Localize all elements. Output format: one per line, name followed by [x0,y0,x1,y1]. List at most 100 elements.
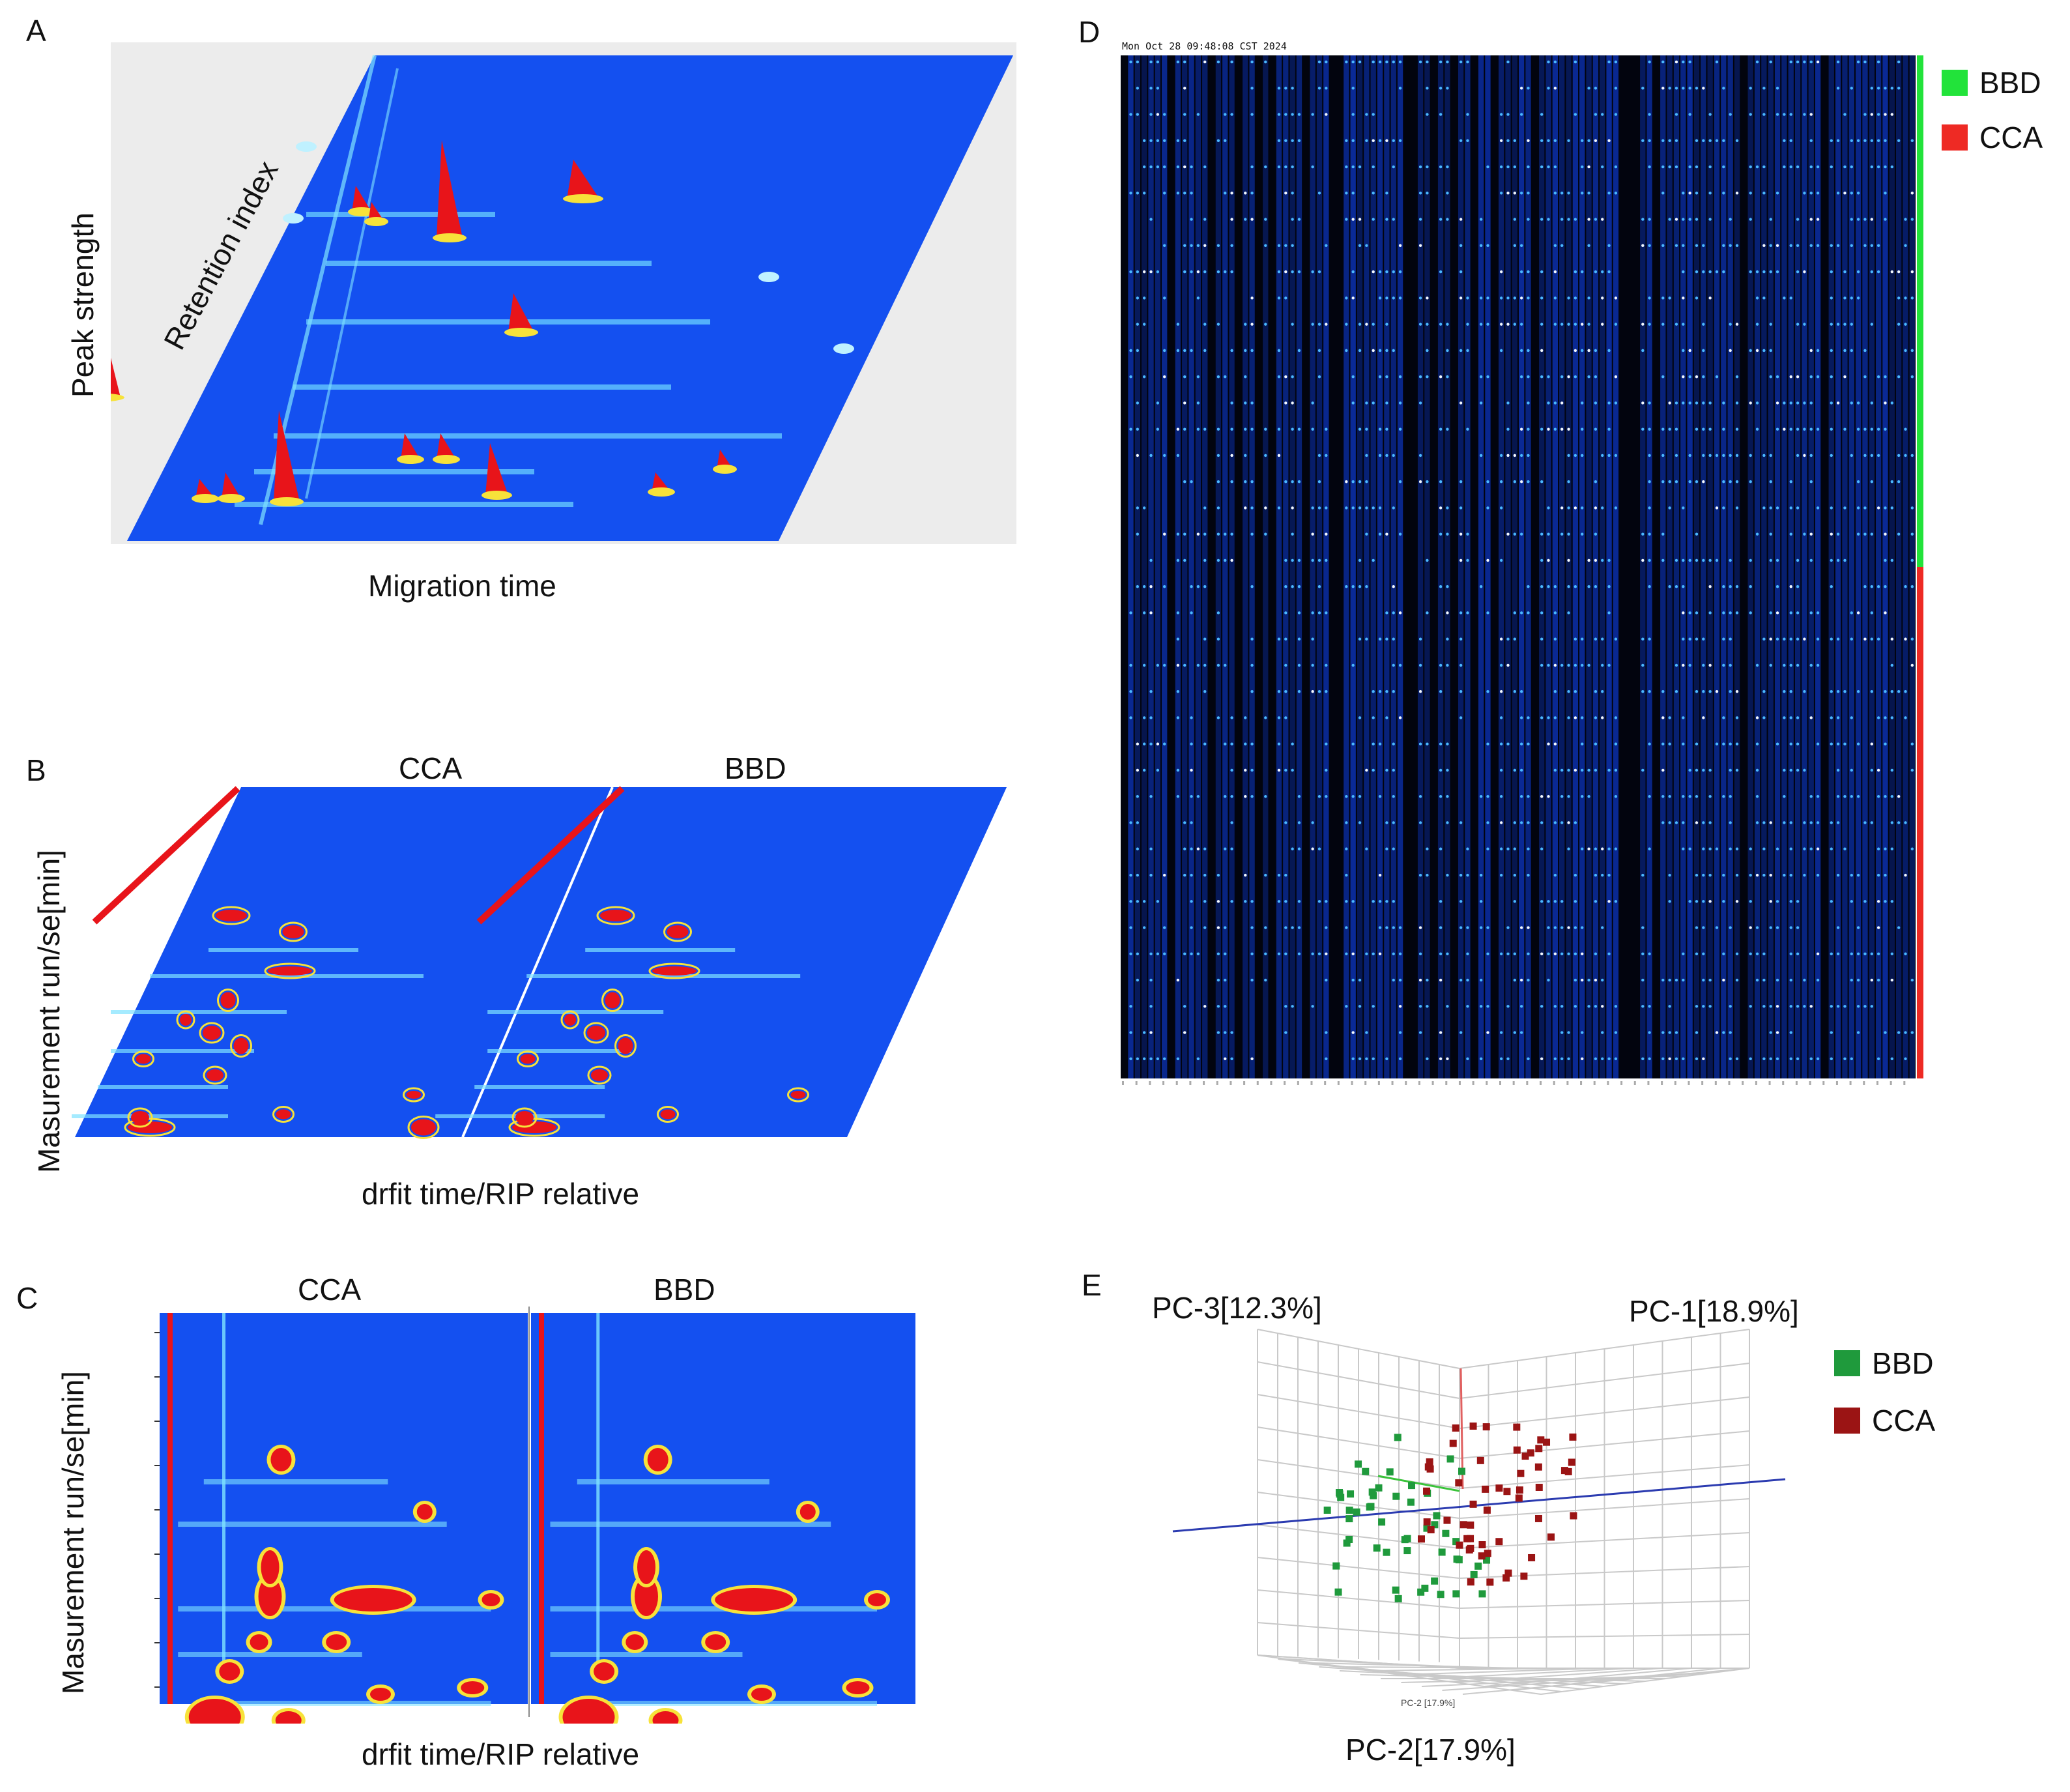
heatmap-cell [1372,768,1375,772]
pca-point-cca [1568,1458,1575,1466]
red-peak [274,411,300,502]
heatmap-cell [1830,716,1833,719]
heatmap-cell [1499,270,1503,274]
heatmap-cell [1749,192,1752,195]
heatmap-cell [1567,139,1570,143]
heatmap-cell [1527,375,1530,379]
heatmap-cell [1297,795,1301,798]
pca-point-bbd [1386,1468,1394,1476]
heatmap-column [1424,55,1430,1078]
heatmap-cell [1325,87,1328,90]
heatmap-cell [1244,349,1247,353]
heatmap-cell [1775,401,1779,405]
heatmap-cell [1398,427,1402,431]
heatmap-cell [1250,165,1254,169]
heatmap-cell [1830,506,1833,510]
red-peak [282,925,304,938]
heatmap-cell [1264,165,1267,169]
heatmap-column [1903,55,1908,1078]
heatmap-cell [1870,611,1873,614]
heatmap-cell [1385,532,1388,536]
heatmap-cell [1277,244,1281,248]
heatmap-cell [1775,87,1779,90]
heatmap-cell [1190,847,1193,850]
pca-point-cca [1427,1526,1435,1534]
heatmap-cell [1142,716,1146,719]
compound-label-mark [1714,1081,1717,1085]
heatmap-cell [1142,900,1146,903]
heatmap-cell [1351,1031,1355,1034]
heatmap-cell [1398,244,1402,248]
heatmap-cell [1540,716,1544,719]
heatmap-cell [1378,270,1382,274]
heatmap-column [1768,55,1774,1078]
heatmap-cell [1311,506,1314,510]
peak-halo [517,1050,539,1067]
heatmap-cell [1142,506,1146,510]
heatmap-cell [1668,873,1671,877]
heatmap-cell [1729,1031,1732,1034]
heatmap-cell [1762,192,1766,195]
heatmap-cell [1297,427,1301,431]
heatmap-cell [1176,768,1180,772]
pca-point-bbd [1323,1507,1331,1514]
compound-label-mark [1768,1081,1771,1085]
heatmap-cell [1668,1005,1671,1008]
heatmap-cell [1547,716,1550,719]
heatmap-cell [1587,558,1590,562]
heatmap-cell [1284,926,1287,929]
heatmap-cell [1547,506,1550,510]
heatmap-cell [1884,375,1887,379]
heatmap-cell [1783,768,1786,772]
heatmap-cell [1499,506,1503,510]
heatmap-cell [1675,139,1678,143]
spot [296,141,317,152]
heatmap-cell [1345,506,1348,510]
heatmap-cell [1317,323,1321,326]
heatmap-cell [1601,1031,1604,1034]
heatmap-cell [1190,480,1193,484]
pca-point-cca [1564,1467,1572,1475]
heatmap-cell [1729,585,1732,588]
red-streak [167,1313,173,1704]
heatmap-cell [1142,585,1146,588]
heatmap-cell [1351,375,1355,379]
heatmap-cell [1809,60,1813,64]
heatmap-cell [1648,585,1651,588]
heatmap-cell [1648,139,1651,143]
heatmap-cell [1722,637,1725,641]
pca-point-bbd [1478,1590,1486,1598]
heatmap-cell [1203,900,1207,903]
heatmap-cell [1527,795,1530,798]
heatmap-cell [1418,873,1422,877]
red-peak [520,1054,536,1064]
heatmap-cell [1809,1057,1813,1061]
heatmap-cell [1136,192,1140,195]
heatmap-cell [1190,873,1193,877]
heatmap-cell [1708,270,1712,274]
heatmap-cell [1547,900,1550,903]
heatmap-cell [1688,558,1691,562]
heatmap-cell [1715,270,1719,274]
heatmap-column [1701,55,1706,1078]
heatmap-cell [1796,506,1800,510]
heatmap-cell [1661,768,1665,772]
heatmap-cell [1856,401,1860,405]
heatmap-cell [1641,768,1645,772]
heatmap-cell [1284,690,1287,693]
heatmap-cell [1581,401,1584,405]
compound-label-mark [1391,1081,1394,1085]
panel-e-axis-pc2: PC-2[17.9%] [1345,1733,1516,1767]
heatmap-cell [1675,454,1678,457]
heatmap-cell [1648,690,1651,693]
heatmap-cell [1365,401,1368,405]
heatmap-cell [1325,1031,1328,1034]
compound-label-mark [1566,1081,1569,1085]
heatmap-cell [1856,742,1860,745]
heatmap-cell [1648,480,1651,484]
heatmap-cell [1244,900,1247,903]
red-peak [705,1634,726,1650]
heatmap-cell [1392,795,1395,798]
red-peak [216,910,247,921]
heatmap-cell [1519,768,1523,772]
